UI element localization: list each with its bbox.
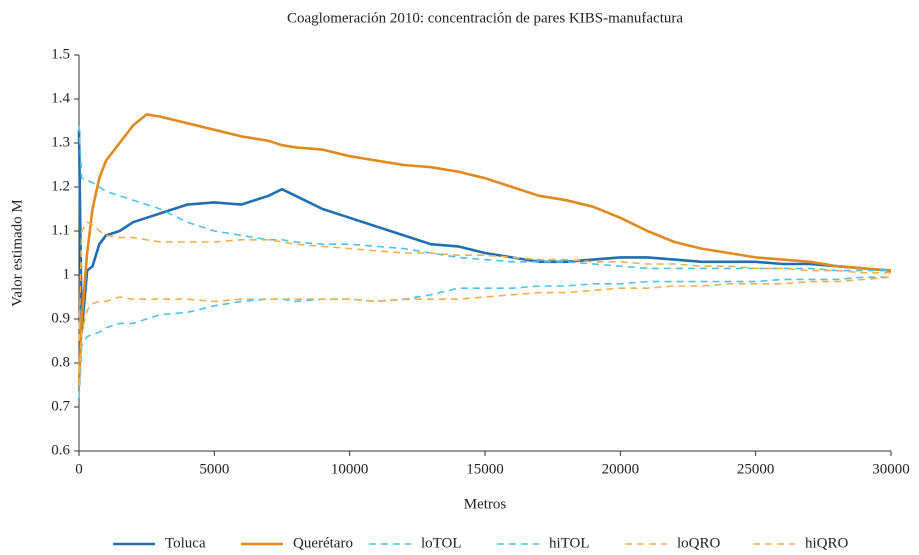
x-tick-label: 30000 — [872, 461, 910, 477]
legend-label: loQRO — [677, 535, 721, 551]
y-tick-label: 0.9 — [51, 310, 70, 326]
series-line — [77, 129, 892, 334]
legend-label: Querétaro — [293, 535, 353, 551]
y-tick-label: 0.8 — [51, 354, 70, 370]
y-tick-label: 1.3 — [51, 134, 70, 150]
y-tick-label: 1.1 — [51, 222, 70, 238]
y-tick-label: 1.2 — [51, 178, 70, 194]
x-tick-label: 25000 — [737, 461, 775, 477]
x-tick-label: 20000 — [602, 461, 640, 477]
series-line — [77, 113, 892, 386]
chart-title: Coaglomeración 2010: concentración de pa… — [287, 10, 683, 26]
x-tick-label: 15000 — [466, 461, 504, 477]
y-tick-label: 1.5 — [51, 46, 70, 62]
series-line — [78, 276, 892, 386]
legend-label: loTOL — [421, 535, 462, 551]
y-tick-label: 1 — [63, 266, 71, 282]
x-axis-label: Metros — [464, 496, 507, 512]
legend-label: Toluca — [165, 535, 206, 551]
series-line — [78, 276, 891, 399]
x-tick-label: 0 — [75, 461, 83, 477]
y-tick-label: 1.4 — [51, 90, 70, 106]
legend-label: hiQRO — [805, 535, 849, 551]
series-line — [78, 221, 891, 342]
series-line — [78, 125, 891, 272]
x-tick-label: 10000 — [331, 461, 369, 477]
y-tick-label: 0.6 — [51, 442, 70, 458]
y-axis-label: Valor estimado M — [9, 199, 25, 306]
x-tick-label: 5000 — [199, 461, 229, 477]
y-tick-label: 0.7 — [51, 398, 70, 414]
legend-label: hiTOL — [549, 535, 590, 551]
